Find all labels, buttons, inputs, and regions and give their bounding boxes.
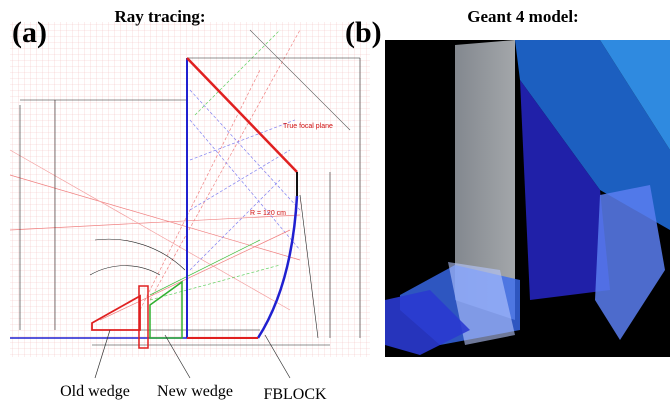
panel-letter: (a) [12, 16, 47, 49]
label: Old wedge [60, 383, 130, 400]
ray-tracing-panel: True focal plane R = 120 cm (a) Ray trac… [10, 7, 370, 403]
label: FBLOCK [263, 386, 327, 403]
panel-letter: (b) [345, 16, 382, 49]
radius-note: R = 120 cm [250, 210, 286, 217]
geant-model-panel: (b) Geant 4 model: [345, 7, 670, 357]
panel-title: Ray tracing: [114, 7, 205, 26]
figure: True focal plane R = 120 cm (a) Ray trac… [0, 0, 670, 403]
grid-background [10, 22, 370, 357]
focal-plane-note: True focal plane [283, 123, 333, 130]
label: New wedge [157, 383, 233, 400]
panel-title: Geant 4 model: [467, 7, 578, 26]
